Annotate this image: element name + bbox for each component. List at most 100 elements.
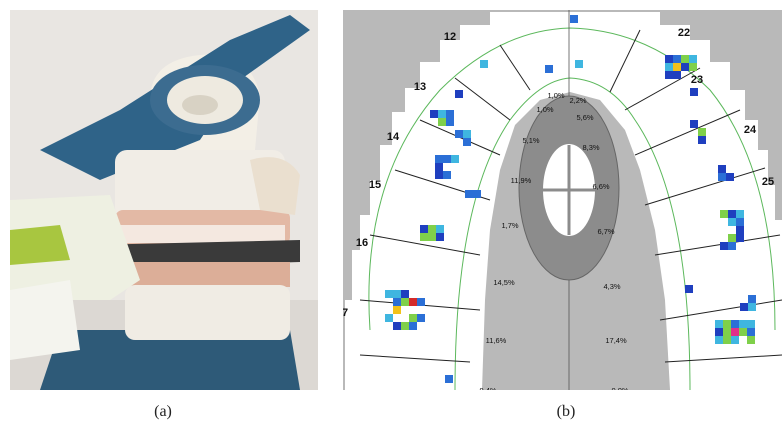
contact-percentage: 5,1%	[522, 136, 539, 145]
pressure-cell	[443, 155, 451, 163]
pressure-cell	[438, 118, 446, 126]
pressure-cell	[681, 63, 689, 71]
pressure-cell	[436, 233, 444, 241]
pressure-cell	[417, 298, 425, 306]
pressure-cell	[748, 303, 756, 311]
pressure-cell	[665, 63, 673, 71]
pressure-cell	[443, 171, 451, 179]
pressure-cell	[689, 63, 697, 71]
pressure-cell	[455, 130, 463, 138]
tooth-number: 22	[678, 27, 690, 39]
pressure-cell	[435, 163, 443, 171]
pressure-cell	[428, 225, 436, 233]
pressure-cell	[393, 322, 401, 330]
contact-percentage: 11,6%	[486, 336, 507, 345]
tooth-number: 13	[414, 81, 426, 93]
pressure-cell	[570, 15, 578, 23]
pressure-cell	[430, 110, 438, 118]
pressure-cell	[436, 225, 444, 233]
pressure-cell	[401, 290, 409, 298]
contact-percentage: 5,6%	[576, 113, 593, 122]
pressure-cell	[393, 290, 401, 298]
tooth-number: 7	[342, 307, 348, 319]
tooth-number: 24	[744, 124, 757, 136]
contact-percentage: 17,4%	[605, 336, 627, 345]
pressure-cell	[739, 320, 747, 328]
pressure-cell	[720, 210, 728, 218]
caption: (a)	[154, 403, 172, 420]
pressure-cell	[473, 190, 481, 198]
pressure-cell	[720, 242, 728, 250]
pressure-cell	[698, 136, 706, 144]
pressure-cell	[673, 71, 681, 79]
pressure-cell	[445, 375, 453, 383]
pressure-cell	[438, 110, 446, 118]
figure: 12131415167222324251,0%1,0%2,2%5,6%5,1%8…	[0, 0, 782, 433]
tooth-number: 12	[444, 31, 456, 43]
pressure-cell	[409, 314, 417, 322]
pressure-cell	[665, 71, 673, 79]
contact-percentage: 2,2%	[569, 96, 586, 105]
pressure-cell	[723, 336, 731, 344]
contact-percentage: 6,6%	[592, 182, 609, 191]
pressure-cell	[748, 295, 756, 303]
tooth-number: 15	[369, 179, 381, 191]
pressure-cell	[463, 138, 471, 146]
caption: (b)	[557, 403, 576, 420]
contact-percentage: 6,7%	[597, 227, 614, 236]
pressure-cell	[723, 328, 731, 336]
pressure-cell	[463, 130, 471, 138]
pressure-cell	[465, 190, 473, 198]
pressure-cell	[673, 55, 681, 63]
pressure-cell	[689, 55, 697, 63]
pressure-cell	[747, 328, 755, 336]
tooth-number: 23	[691, 74, 703, 86]
pressure-cell	[685, 285, 693, 293]
pressure-cell	[690, 120, 698, 128]
pressure-cell	[747, 336, 755, 344]
pressure-cell	[385, 314, 393, 322]
contact-percentage: 14,5%	[493, 278, 515, 287]
pressure-cell	[420, 233, 428, 241]
pressure-cell	[428, 233, 436, 241]
pressure-cell	[575, 60, 583, 68]
pressure-cell	[393, 306, 401, 314]
pressure-cell	[723, 320, 731, 328]
pressure-cell	[731, 328, 739, 336]
pressure-cell	[409, 322, 417, 330]
pressure-cell	[728, 242, 736, 250]
pressure-cell	[401, 298, 409, 306]
contact-percentage: 9,4%	[479, 386, 496, 395]
pressure-cell	[728, 234, 736, 242]
pressure-cell	[455, 90, 463, 98]
pressure-cell	[715, 320, 723, 328]
pressure-cell	[446, 118, 454, 126]
pressure-cell	[728, 210, 736, 218]
contact-percentage: 8,3%	[582, 143, 599, 152]
pressure-cell	[451, 155, 459, 163]
occlusion-map: 12131415167222324251,0%1,0%2,2%5,6%5,1%8…	[342, 10, 782, 395]
pressure-cell	[731, 336, 739, 344]
pressure-cell	[409, 298, 417, 306]
pressure-cell	[739, 328, 747, 336]
pressure-cell	[718, 165, 726, 173]
pressure-cell	[718, 173, 726, 181]
pressure-cell	[393, 298, 401, 306]
pressure-cell	[401, 322, 409, 330]
pressure-cell	[435, 155, 443, 163]
pressure-cell	[736, 210, 744, 218]
pressure-cell	[728, 218, 736, 226]
pressure-cell	[715, 336, 723, 344]
photo	[10, 10, 318, 390]
figure-canvas: 12131415167222324251,0%1,0%2,2%5,6%5,1%8…	[0, 0, 782, 433]
contact-percentage: 0,0%	[611, 386, 628, 395]
pressure-cell	[385, 290, 393, 298]
pressure-cell	[665, 55, 673, 63]
pressure-cell	[435, 171, 443, 179]
pressure-cell	[736, 218, 744, 226]
pressure-cell	[740, 303, 748, 311]
contact-percentage: 1,0%	[536, 105, 553, 114]
pressure-cell	[731, 320, 739, 328]
pressure-cell	[736, 234, 744, 242]
pressure-cell	[545, 65, 553, 73]
